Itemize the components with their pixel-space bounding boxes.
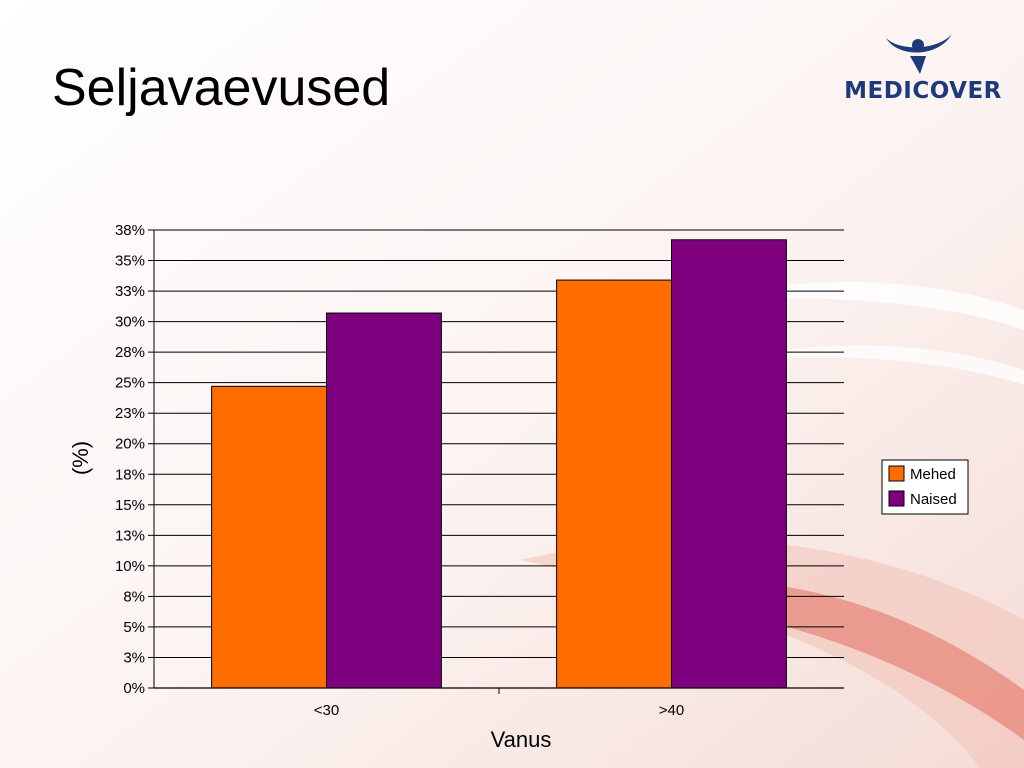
bar-naised-0 bbox=[326, 312, 442, 689]
y-tick-label: 3% bbox=[123, 649, 145, 666]
y-tick-label: 38% bbox=[115, 222, 145, 239]
person-logo-icon bbox=[886, 34, 952, 74]
bars bbox=[211, 239, 787, 689]
y-tick-label: 18% bbox=[115, 466, 145, 483]
y-tick-label: 23% bbox=[115, 405, 145, 422]
legend-label-mehed: Mehed bbox=[910, 466, 956, 483]
x-axis-title: Vanus bbox=[491, 727, 552, 752]
y-tick-label: 5% bbox=[123, 619, 145, 636]
legend-swatch-mehed bbox=[888, 465, 905, 482]
legend-swatch-naised bbox=[888, 490, 905, 507]
bar-mehed-1 bbox=[556, 279, 672, 689]
x-tick-label: >40 bbox=[659, 702, 684, 719]
y-tick-label: 28% bbox=[115, 344, 145, 361]
bar-mehed-0 bbox=[211, 385, 328, 689]
y-tick-label: 8% bbox=[123, 588, 145, 605]
x-tick-label: <30 bbox=[314, 702, 339, 719]
legend-label-naised: Naised bbox=[910, 491, 957, 508]
y-tick-label: 13% bbox=[115, 527, 145, 544]
legend: Mehed Naised bbox=[881, 459, 969, 515]
slide-title: Seljavaevused bbox=[52, 59, 391, 117]
y-tick-label: 30% bbox=[115, 314, 145, 331]
y-tick-label: 25% bbox=[115, 375, 145, 392]
y-tick-label: 0% bbox=[123, 680, 145, 697]
bar-naised-1 bbox=[671, 239, 787, 689]
y-axis-title: (%) bbox=[68, 441, 93, 475]
y-tick-label: 20% bbox=[115, 436, 145, 453]
y-tick-label: 35% bbox=[115, 253, 145, 270]
y-tick-label: 33% bbox=[115, 283, 145, 300]
y-tick-label: 15% bbox=[115, 497, 145, 514]
y-tick-label: 10% bbox=[115, 558, 145, 575]
medicover-logo: MEDICOVER bbox=[838, 28, 1008, 108]
logo-text: MEDICOVER bbox=[844, 78, 1002, 104]
axes: 0% 3% 5% 8% 10% 13% 15% 18% 20% 23% 25% 28% 30% 33% 35… bbox=[115, 222, 844, 719]
